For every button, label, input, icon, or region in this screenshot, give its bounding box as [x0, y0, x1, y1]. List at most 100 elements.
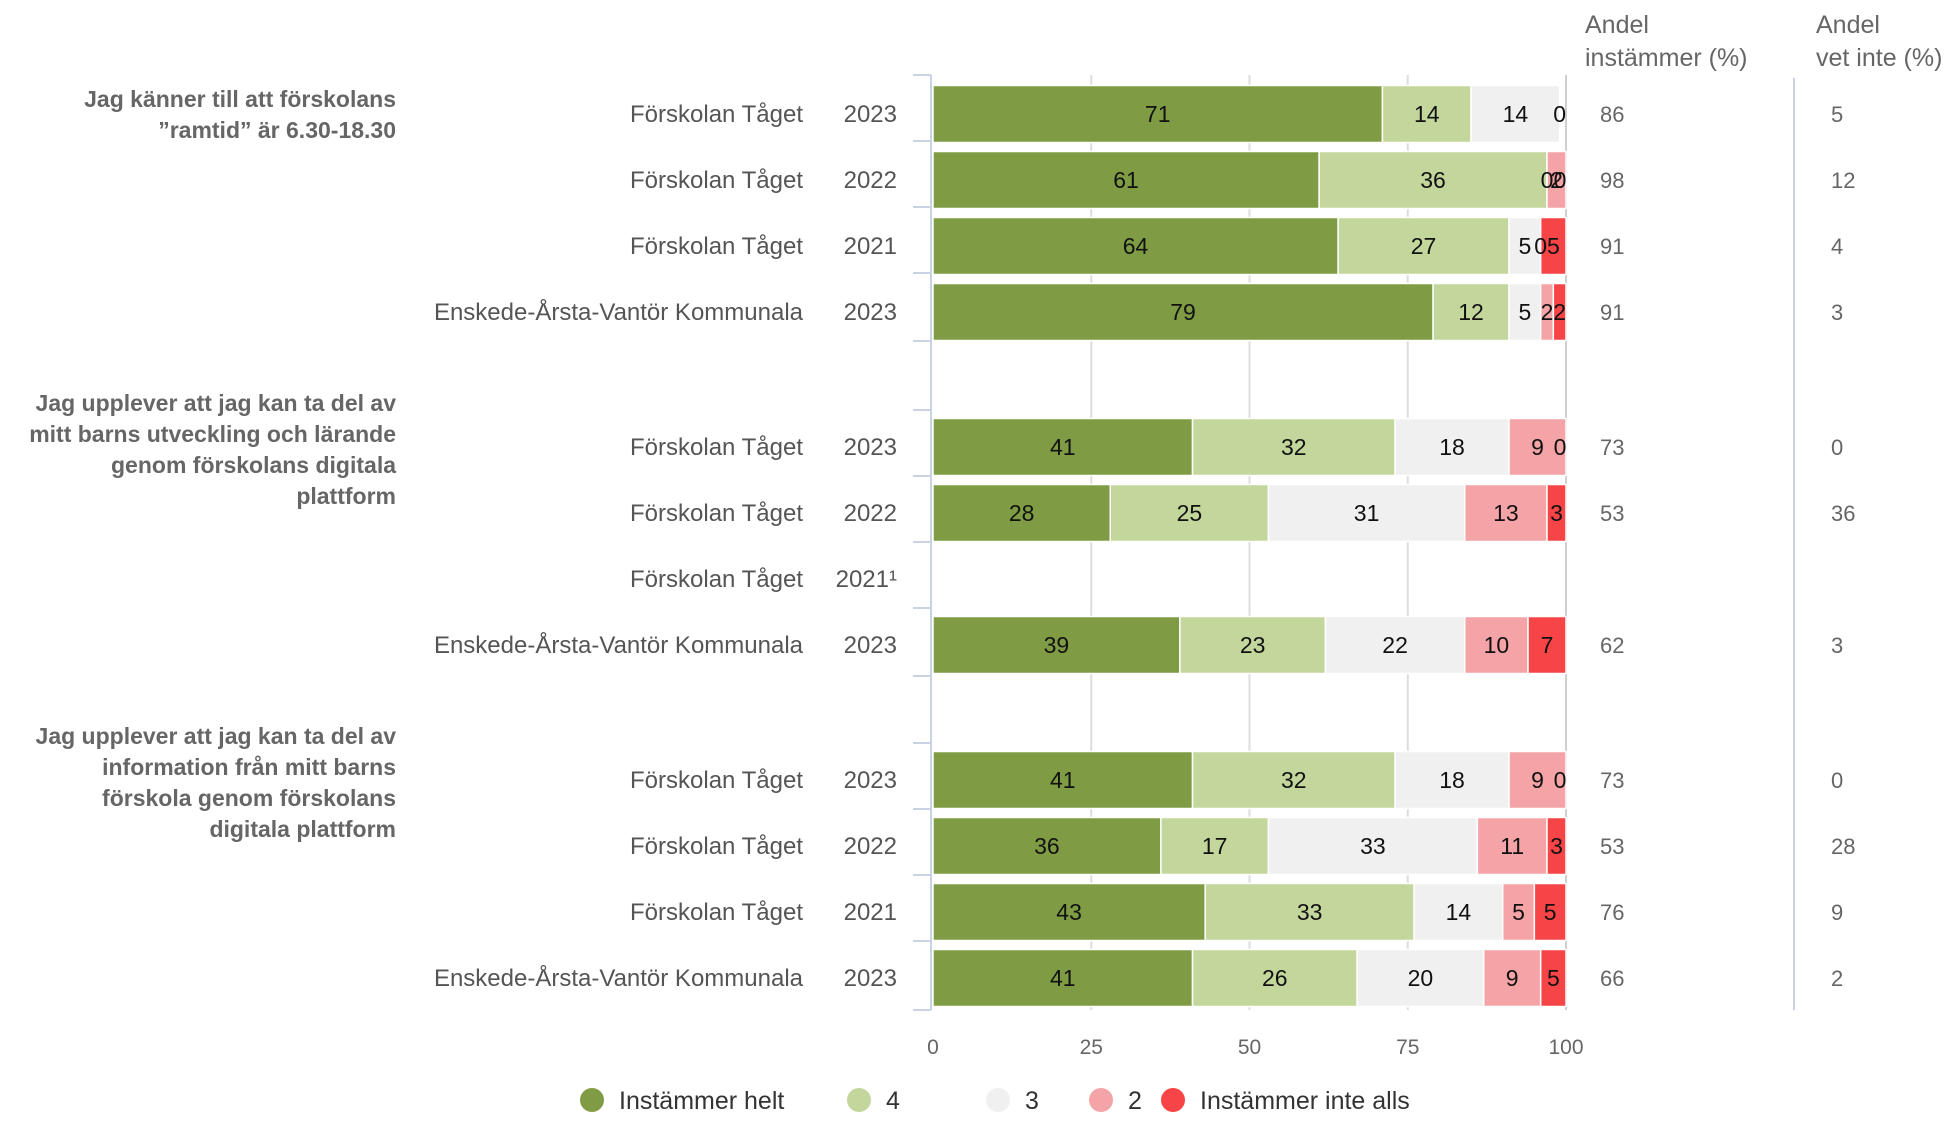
- row-year-label: 2022: [844, 500, 897, 527]
- dontknow-value: 2: [1831, 966, 1843, 991]
- bar-value-label: 18: [1439, 767, 1465, 793]
- bar-value-label: 17: [1202, 833, 1228, 859]
- bar-value-label: 5: [1544, 899, 1557, 925]
- bar-value-label: 2: [1541, 299, 1554, 325]
- bar-segment-instämmer-inte-alls: [1527, 615, 1567, 675]
- bar-value-label: 25: [1177, 500, 1203, 526]
- bar-value-label: 32: [1281, 767, 1307, 793]
- bar-segment-3: [1394, 750, 1510, 810]
- agree-value: 53: [1600, 501, 1624, 526]
- bar-segment-4: [1109, 483, 1270, 543]
- row-unit-label: Förskolan Tåget: [630, 899, 803, 926]
- bar-value-label: 9: [1531, 767, 1544, 793]
- bar-value-label: 71: [1145, 101, 1171, 127]
- bar-value-label: 5: [1518, 299, 1531, 325]
- row-unit-label: Förskolan Tåget: [630, 233, 803, 260]
- bar-value-label: 36: [1034, 833, 1060, 859]
- bar-value-label: 41: [1050, 767, 1076, 793]
- row-year-label: 2023: [844, 299, 897, 326]
- question-label: Jag känner till att förskolans: [84, 86, 396, 112]
- bar-value-label: 14: [1414, 101, 1440, 127]
- bar-segment-3: [1470, 84, 1561, 144]
- bar-value-label: 14: [1446, 899, 1472, 925]
- bar-segment-instämmer-helt: [932, 948, 1194, 1008]
- bar-value-label: 20: [1408, 965, 1434, 991]
- legend-marker[interactable]: [580, 1088, 604, 1112]
- bar-value-label: 12: [1458, 299, 1484, 325]
- legend-item-label[interactable]: 4: [886, 1087, 900, 1115]
- agree-value: 76: [1600, 900, 1624, 925]
- row-unit-label: Enskede-Årsta-Vantör Kommunala: [434, 631, 804, 659]
- bar-segment-4: [1337, 216, 1510, 276]
- row-year-label: 2023: [844, 101, 897, 128]
- bar-segment-instämmer-inte-alls: [1546, 816, 1567, 876]
- question-label: ”ramtid” är 6.30-18.30: [158, 117, 396, 143]
- bar-value-label: 22: [1382, 632, 1408, 658]
- bar-value-label: 11: [1500, 833, 1524, 859]
- dontknow-value: 4: [1831, 234, 1843, 259]
- row-year-label: 2023: [844, 434, 897, 461]
- agree-value: 62: [1600, 633, 1624, 658]
- legend-item-label[interactable]: 3: [1025, 1087, 1039, 1115]
- row-unit-label: Förskolan Tåget: [630, 833, 803, 860]
- bar-segment-2: [1463, 615, 1529, 675]
- bar-segment-instämmer-helt: [932, 216, 1339, 276]
- legend-marker[interactable]: [1089, 1088, 1113, 1112]
- bar-value-label: 31: [1354, 500, 1380, 526]
- bar-value-label: 0: [1554, 767, 1567, 793]
- x-tick-label: 0: [927, 1036, 939, 1059]
- bar-value-label: 43: [1056, 899, 1082, 925]
- row-unit-label: Förskolan Tåget: [630, 767, 803, 794]
- bar-value-label: 5: [1547, 965, 1560, 991]
- x-tick-label: 75: [1396, 1036, 1419, 1059]
- row-year-label: 2021¹: [836, 566, 897, 593]
- row-unit-label: Förskolan Tåget: [630, 101, 803, 128]
- bar-value-label: 26: [1262, 965, 1288, 991]
- agree-value: 91: [1600, 300, 1624, 325]
- question-label: digitala plattform: [209, 816, 396, 842]
- dontknow-value: 36: [1831, 501, 1855, 526]
- legend-marker[interactable]: [847, 1088, 871, 1112]
- bar-segment-2: [1476, 816, 1548, 876]
- dontknow-value: 9: [1831, 900, 1843, 925]
- bar-segment-2: [1546, 150, 1567, 210]
- legend-item-label[interactable]: Instämmer inte alls: [1200, 1087, 1410, 1115]
- bar-segment-instämmer-inte-alls: [1546, 483, 1567, 543]
- legend-marker[interactable]: [986, 1088, 1010, 1112]
- bar-value-label: 5: [1512, 899, 1525, 925]
- bar-value-label: 41: [1050, 434, 1076, 460]
- legend-item-label[interactable]: Instämmer helt: [619, 1087, 784, 1115]
- bar-value-label: 9: [1506, 965, 1519, 991]
- agree-value: 91: [1600, 234, 1624, 259]
- question-label: förskola genom förskolans: [102, 785, 396, 811]
- bar-segment-instämmer-helt: [932, 483, 1111, 543]
- x-tick-label: 25: [1080, 1036, 1103, 1059]
- bar-segment-instämmer-inte-alls: [1539, 216, 1567, 276]
- bar-value-label: 10: [1484, 632, 1510, 658]
- x-tick-label: 50: [1238, 1036, 1261, 1059]
- row-year-label: 2023: [844, 632, 897, 659]
- bar-segment-instämmer-helt: [932, 816, 1162, 876]
- bar-segment-instämmer-helt: [932, 282, 1434, 342]
- dontknow-column-header: vet inte (%): [1816, 44, 1942, 72]
- dontknow-value: 3: [1831, 633, 1843, 658]
- bar-value-label: 0: [1534, 233, 1547, 259]
- legend-item-label[interactable]: 2: [1128, 1087, 1142, 1115]
- bar-value-label: 18: [1439, 434, 1465, 460]
- bar-segment-instämmer-inte-alls: [1552, 282, 1567, 342]
- agree-value: 98: [1600, 168, 1624, 193]
- question-label: information från mitt barns: [102, 754, 396, 780]
- row-unit-label: Enskede-Årsta-Vantör Kommunala: [434, 964, 804, 992]
- bar-segment-3: [1356, 948, 1485, 1008]
- bar-segment-2: [1508, 417, 1567, 477]
- dontknow-value: 12: [1831, 168, 1855, 193]
- bar-segment-3: [1413, 882, 1504, 942]
- bar-segment-instämmer-helt: [932, 417, 1194, 477]
- row-unit-label: Förskolan Tåget: [630, 500, 803, 527]
- dontknow-value: 5: [1831, 102, 1843, 127]
- legend-marker[interactable]: [1161, 1088, 1185, 1112]
- bar-segment-3: [1267, 483, 1466, 543]
- agree-column-header: Andel: [1585, 11, 1649, 39]
- bar-value-label: 0: [1554, 167, 1567, 193]
